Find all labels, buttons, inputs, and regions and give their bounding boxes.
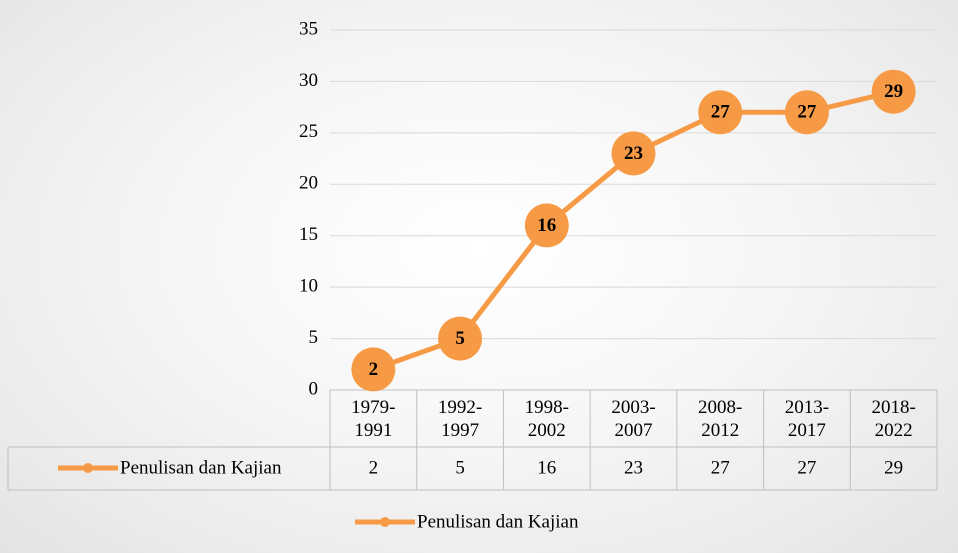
y-tick-label: 5 (309, 327, 319, 348)
legend-label: Penulisan dan Kajian (417, 511, 579, 532)
y-tick-label: 15 (299, 224, 318, 245)
point (698, 90, 743, 135)
x-tick-label: 1998-2002 (524, 397, 569, 441)
data-label: 2 (369, 359, 379, 380)
point (438, 316, 483, 361)
x-tick-label: 1979-1991 (351, 397, 396, 441)
table-value: 27 (711, 457, 730, 478)
point (524, 203, 569, 248)
x-tick-label: 1992-1997 (437, 397, 483, 441)
y-tick-label: 10 (299, 276, 318, 297)
table-row-label: Penulisan dan Kajian (120, 457, 282, 478)
data-label: 27 (797, 102, 817, 123)
point (784, 90, 829, 135)
table-value: 5 (455, 457, 465, 478)
table-value: 23 (624, 457, 643, 478)
y-tick-label: 20 (299, 173, 318, 194)
data-label: 23 (624, 143, 643, 164)
data-label: 27 (711, 102, 731, 123)
data-label: 29 (884, 81, 903, 102)
table-value: 2 (369, 457, 379, 478)
y-tick-label: 35 (299, 18, 318, 39)
legend-key-marker (380, 517, 390, 527)
data-label: 16 (537, 215, 556, 236)
point (351, 347, 396, 392)
y-tick-label: 30 (299, 70, 318, 91)
point (611, 131, 656, 176)
y-tick-label: 25 (299, 121, 318, 142)
y-tick-label: 0 (309, 378, 319, 399)
x-tick-label: 2003-2007 (611, 397, 656, 441)
x-tick-label: 2013-2017 (784, 397, 830, 441)
legend-key-marker (83, 463, 93, 473)
x-tick-label: 2018-2022 (871, 397, 916, 441)
point (871, 69, 916, 114)
x-tick-label: 2008-2012 (698, 397, 743, 441)
table-value: 16 (537, 457, 556, 478)
table-value: 29 (884, 457, 903, 478)
data-label: 5 (455, 328, 465, 349)
table-value: 27 (797, 457, 816, 478)
